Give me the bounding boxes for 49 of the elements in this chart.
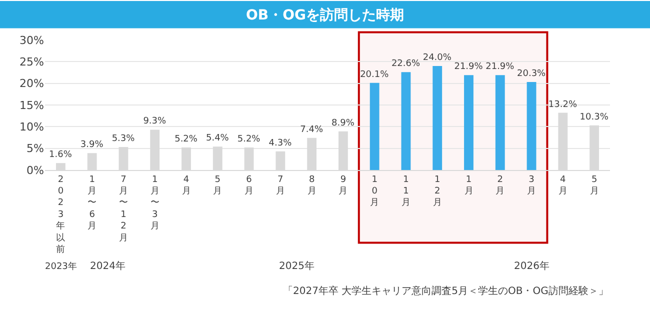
- x-tick-label: 11月: [401, 174, 410, 208]
- y-tick-label: 25%: [20, 56, 44, 69]
- data-label: 8.9%: [332, 118, 355, 128]
- x-tick-label: 6月: [244, 174, 254, 196]
- data-label: 20.3%: [517, 69, 546, 80]
- x-tick-label: 7月〜12月: [118, 174, 128, 244]
- x-tick-label: 1月: [464, 174, 474, 196]
- chart-title: OB・OGを訪問した時期: [246, 6, 404, 24]
- x-tick-label: 8月: [307, 174, 316, 196]
- text: 「2027年卒 大学生キャリア意向調査5月＜学生のOB・OG訪問経験＞」: [283, 285, 608, 297]
- text: 2024年: [90, 260, 126, 272]
- y-tick-label: 30%: [20, 34, 44, 47]
- data-label: 3.9%: [80, 140, 104, 150]
- data-label: 22.6%: [391, 59, 420, 70]
- data-label: 20.1%: [360, 70, 390, 80]
- data-label: 21.9%: [486, 62, 515, 72]
- x-tick-label: 5月: [590, 174, 599, 196]
- data-label: 1.6%: [49, 150, 72, 160]
- y-tick-label: 0%: [26, 164, 44, 177]
- x-tick-label: 10月: [370, 174, 380, 208]
- text: 2026年: [514, 260, 550, 272]
- data-label: 5.3%: [112, 134, 136, 144]
- text: 2023年: [45, 261, 77, 272]
- data-label: 4.3%: [268, 138, 292, 148]
- text: 2025年: [279, 260, 314, 272]
- data-label: 21.9%: [454, 62, 484, 72]
- x-tick-label: 3月: [527, 174, 536, 196]
- x-tick-label: 12月: [432, 174, 442, 208]
- x-tick-label: 2023年以前: [56, 174, 66, 255]
- data-label: 13.2%: [548, 100, 578, 110]
- x-tick-label: 7月: [276, 174, 285, 196]
- data-label: 9.3%: [143, 116, 167, 127]
- x-tick-label: 1月〜3月: [150, 174, 160, 232]
- y-tick-label: 5%: [26, 142, 44, 156]
- data-label: 5.2%: [237, 134, 261, 144]
- x-tick-label: 9月: [338, 174, 348, 196]
- y-tick-label: 10%: [20, 120, 44, 134]
- data-label: 5.2%: [174, 134, 198, 144]
- data-label: 24.0%: [422, 53, 452, 63]
- y-tick-label: 20%: [20, 77, 44, 90]
- data-label: 10.3%: [580, 112, 609, 122]
- x-tick-label: 2月: [496, 174, 505, 196]
- x-tick-label: 1月〜6月: [88, 174, 97, 232]
- x-tick-label: 4月: [558, 174, 568, 196]
- data-label: 5.4%: [206, 134, 230, 144]
- x-tick-label: 4月: [182, 174, 191, 196]
- data-label: 7.4%: [300, 124, 324, 135]
- x-tick-label: 5月: [213, 174, 222, 196]
- y-tick-label: 15%: [20, 98, 44, 112]
